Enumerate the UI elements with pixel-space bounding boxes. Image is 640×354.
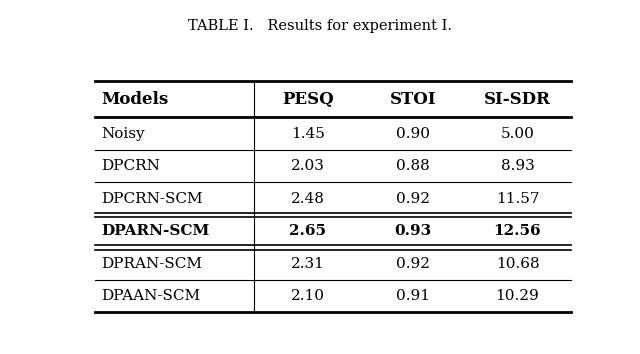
Text: 8.93: 8.93 [500, 159, 534, 173]
Text: 2.10: 2.10 [291, 289, 325, 303]
Text: 2.03: 2.03 [291, 159, 325, 173]
Text: 10.29: 10.29 [495, 289, 540, 303]
Text: 11.57: 11.57 [496, 192, 540, 206]
Text: 0.88: 0.88 [396, 159, 429, 173]
Text: 0.91: 0.91 [396, 289, 429, 303]
Text: 0.93: 0.93 [394, 224, 431, 238]
Text: SI-SDR: SI-SDR [484, 91, 551, 108]
Text: 5.00: 5.00 [500, 127, 534, 141]
Text: DPRAN-SCM: DPRAN-SCM [101, 257, 202, 270]
Text: 2.65: 2.65 [289, 224, 326, 238]
Text: TABLE I.   Results for experiment I.: TABLE I. Results for experiment I. [188, 19, 452, 34]
Text: 2.48: 2.48 [291, 192, 325, 206]
Text: 0.92: 0.92 [396, 257, 429, 270]
Text: 0.90: 0.90 [396, 127, 429, 141]
Text: DPCRN: DPCRN [101, 159, 160, 173]
Text: 10.68: 10.68 [495, 257, 540, 270]
Text: 0.92: 0.92 [396, 192, 429, 206]
Text: DPAAN-SCM: DPAAN-SCM [101, 289, 200, 303]
Text: STOI: STOI [389, 91, 436, 108]
Text: Noisy: Noisy [101, 127, 145, 141]
Text: DPCRN-SCM: DPCRN-SCM [101, 192, 202, 206]
Text: 1.45: 1.45 [291, 127, 325, 141]
Text: DPARN-SCM: DPARN-SCM [101, 224, 209, 238]
Text: 2.31: 2.31 [291, 257, 325, 270]
Text: PESQ: PESQ [282, 91, 334, 108]
Text: Models: Models [101, 91, 168, 108]
Text: 12.56: 12.56 [493, 224, 541, 238]
